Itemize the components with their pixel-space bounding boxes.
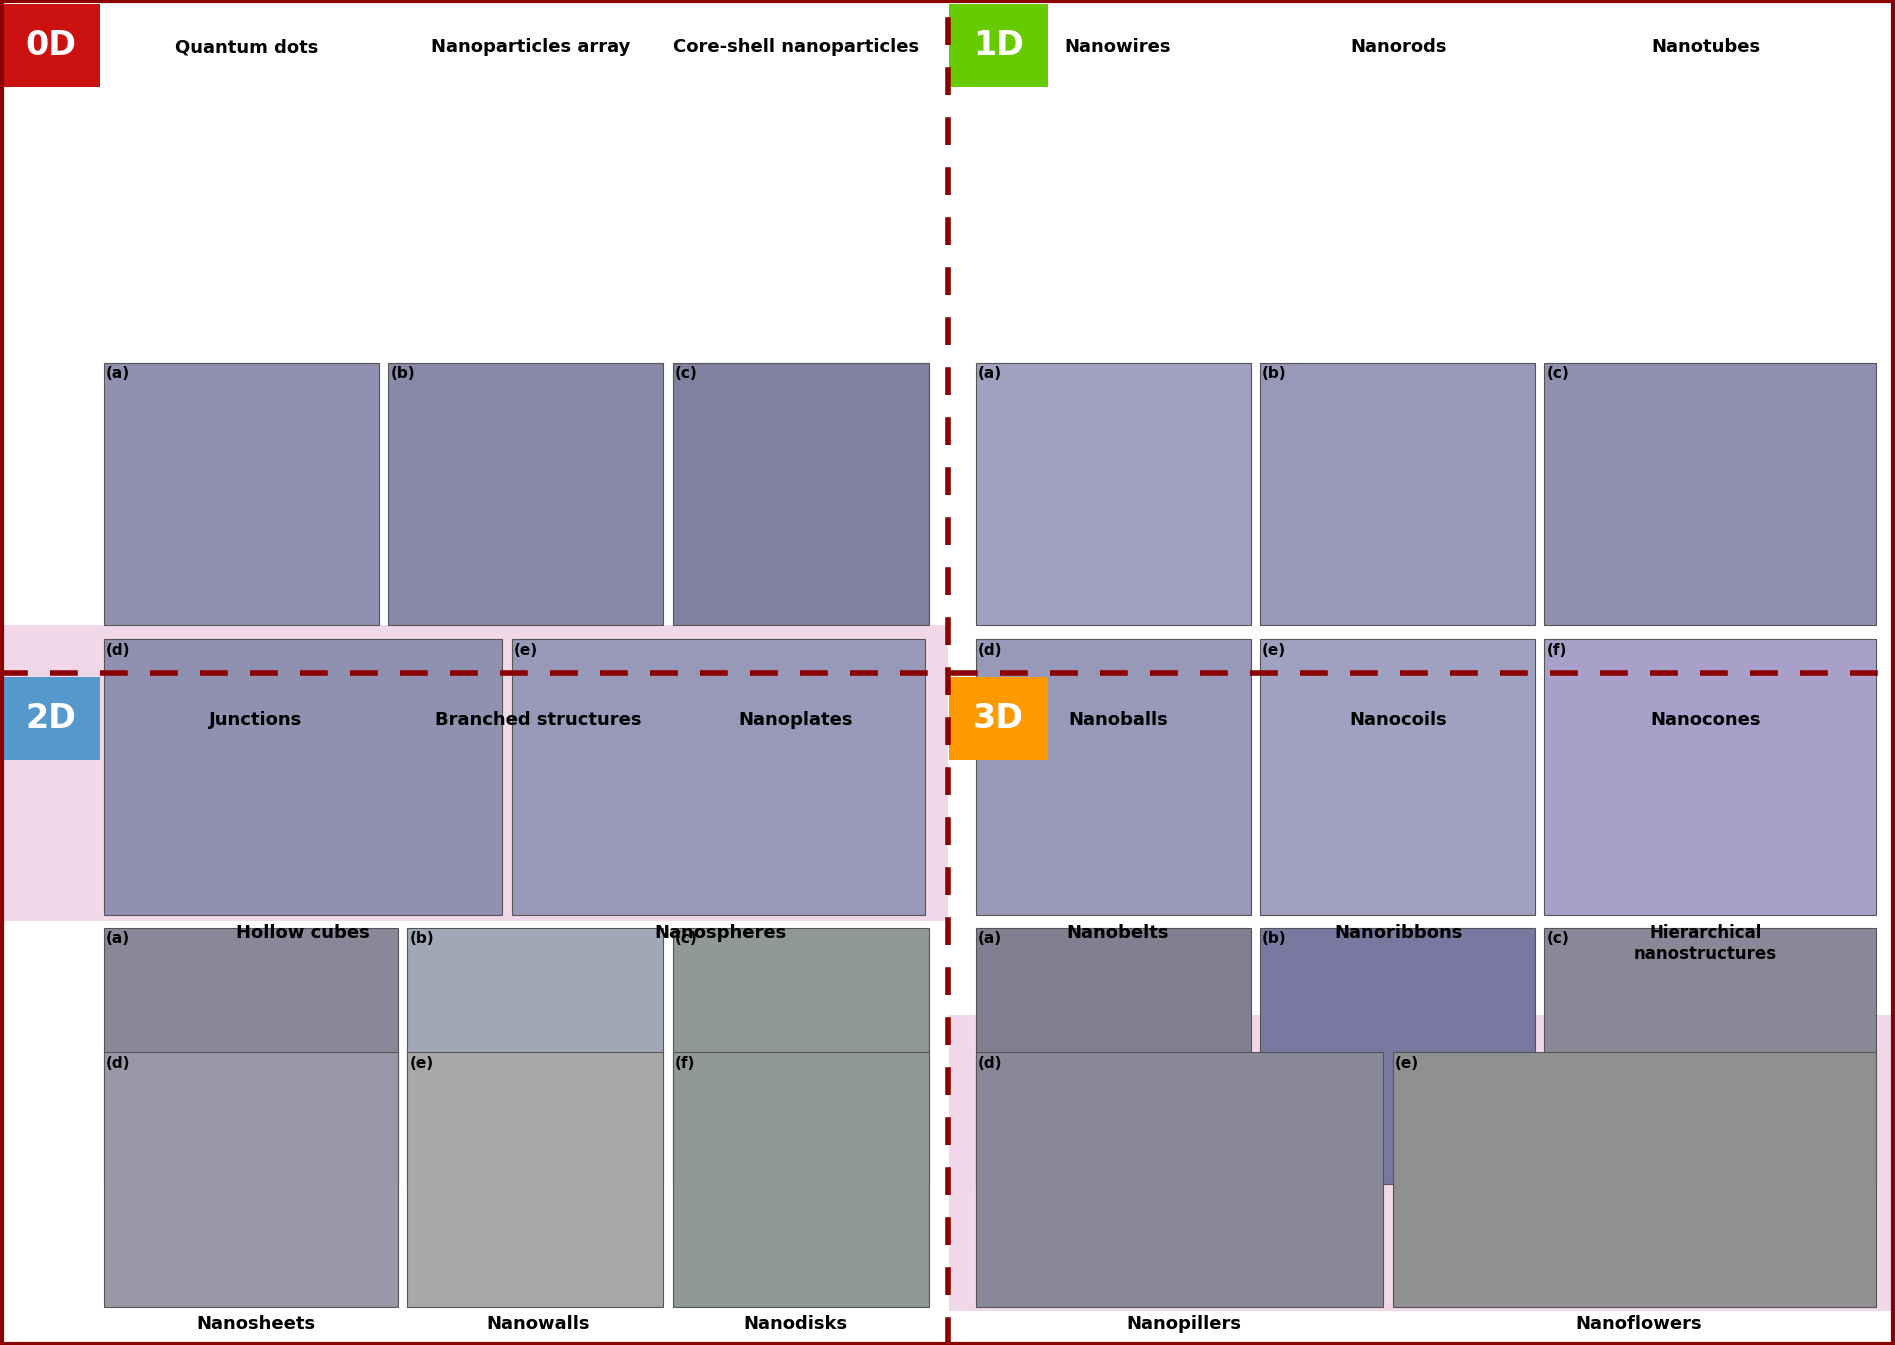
Bar [407, 1052, 663, 1307]
Text: 0D: 0D [27, 30, 76, 62]
Text: (d): (d) [978, 1056, 1002, 1071]
Text: Nanoflowers: Nanoflowers [1577, 1315, 1702, 1333]
Bar [2, 625, 948, 921]
Bar [1544, 363, 1876, 625]
Bar [2, 632, 106, 915]
Text: 3D: 3D [974, 702, 1023, 734]
Text: Nanotubes: Nanotubes [1651, 38, 1760, 56]
Text: (d): (d) [978, 643, 1002, 658]
Bar [949, 4, 1048, 87]
Bar [976, 928, 1251, 1184]
Text: (d): (d) [106, 643, 131, 658]
Text: Nanowires: Nanowires [1065, 38, 1171, 56]
Bar [949, 1015, 1895, 1311]
Bar [1260, 639, 1535, 915]
Text: (e): (e) [1262, 643, 1287, 658]
Text: Nanoballs: Nanoballs [1069, 710, 1167, 729]
Bar [2, 1, 948, 672]
Text: Nanobelts: Nanobelts [1067, 924, 1169, 942]
Text: Nanoparticles array: Nanoparticles array [430, 38, 631, 56]
Text: (e): (e) [1395, 1056, 1419, 1071]
Bar [949, 1, 1893, 672]
Text: (b): (b) [409, 931, 434, 946]
Text: Nanopillers: Nanopillers [1128, 1315, 1241, 1333]
Text: (a): (a) [106, 366, 131, 381]
Bar [2, 672, 948, 1344]
Bar [388, 363, 663, 625]
Text: (c): (c) [1546, 366, 1569, 381]
Bar [976, 1052, 1383, 1307]
Text: (f): (f) [1546, 643, 1567, 658]
Text: (a): (a) [978, 366, 1002, 381]
Bar [1393, 1052, 1876, 1307]
Bar [512, 639, 925, 915]
Bar [104, 928, 398, 1184]
Text: Core-shell nanoparticles: Core-shell nanoparticles [673, 38, 919, 56]
Text: 2D: 2D [27, 702, 76, 734]
Bar [1544, 639, 1876, 915]
Text: Nanoplates: Nanoplates [739, 710, 853, 729]
Text: (c): (c) [1546, 931, 1569, 946]
Text: (b): (b) [1262, 366, 1287, 381]
Text: Hierarchical
nanostructures: Hierarchical nanostructures [1633, 924, 1778, 963]
Bar [949, 672, 1893, 1344]
Text: Quantum dots: Quantum dots [174, 38, 318, 56]
Text: Nanocones: Nanocones [1651, 710, 1760, 729]
Bar [925, 632, 948, 915]
Bar [104, 1052, 398, 1307]
Text: (f): (f) [675, 1056, 695, 1071]
Text: (e): (e) [514, 643, 538, 658]
Text: (c): (c) [675, 366, 697, 381]
Bar [976, 639, 1251, 915]
Bar [1544, 928, 1876, 1184]
Text: Nanodisks: Nanodisks [745, 1315, 847, 1333]
Text: (c): (c) [675, 931, 697, 946]
Text: Nanosheets: Nanosheets [197, 1315, 315, 1333]
Bar [1260, 363, 1535, 625]
Text: Nanoribbons: Nanoribbons [1334, 924, 1463, 942]
Text: (a): (a) [106, 931, 131, 946]
Text: Nanospheres: Nanospheres [654, 924, 786, 942]
Text: (b): (b) [1262, 931, 1287, 946]
Text: Hollow cubes: Hollow cubes [237, 924, 370, 942]
Text: Nanowalls: Nanowalls [487, 1315, 589, 1333]
Bar [407, 928, 663, 1184]
Bar [2, 4, 100, 87]
Text: (b): (b) [390, 366, 415, 381]
Text: Branched structures: Branched structures [436, 710, 641, 729]
Text: Nanocoils: Nanocoils [1349, 710, 1448, 729]
Bar [673, 363, 929, 625]
Text: Junctions: Junctions [208, 710, 303, 729]
Text: (a): (a) [978, 931, 1002, 946]
Text: Nanorods: Nanorods [1351, 38, 1446, 56]
Bar [673, 1052, 929, 1307]
Bar [976, 363, 1251, 625]
Bar [949, 677, 1048, 760]
Bar [104, 363, 379, 625]
Text: (d): (d) [106, 1056, 131, 1071]
Text: (e): (e) [409, 1056, 434, 1071]
Bar [673, 928, 929, 1184]
Bar [2, 677, 100, 760]
Text: 1D: 1D [974, 30, 1023, 62]
Bar [1260, 928, 1535, 1184]
Bar [104, 639, 502, 915]
